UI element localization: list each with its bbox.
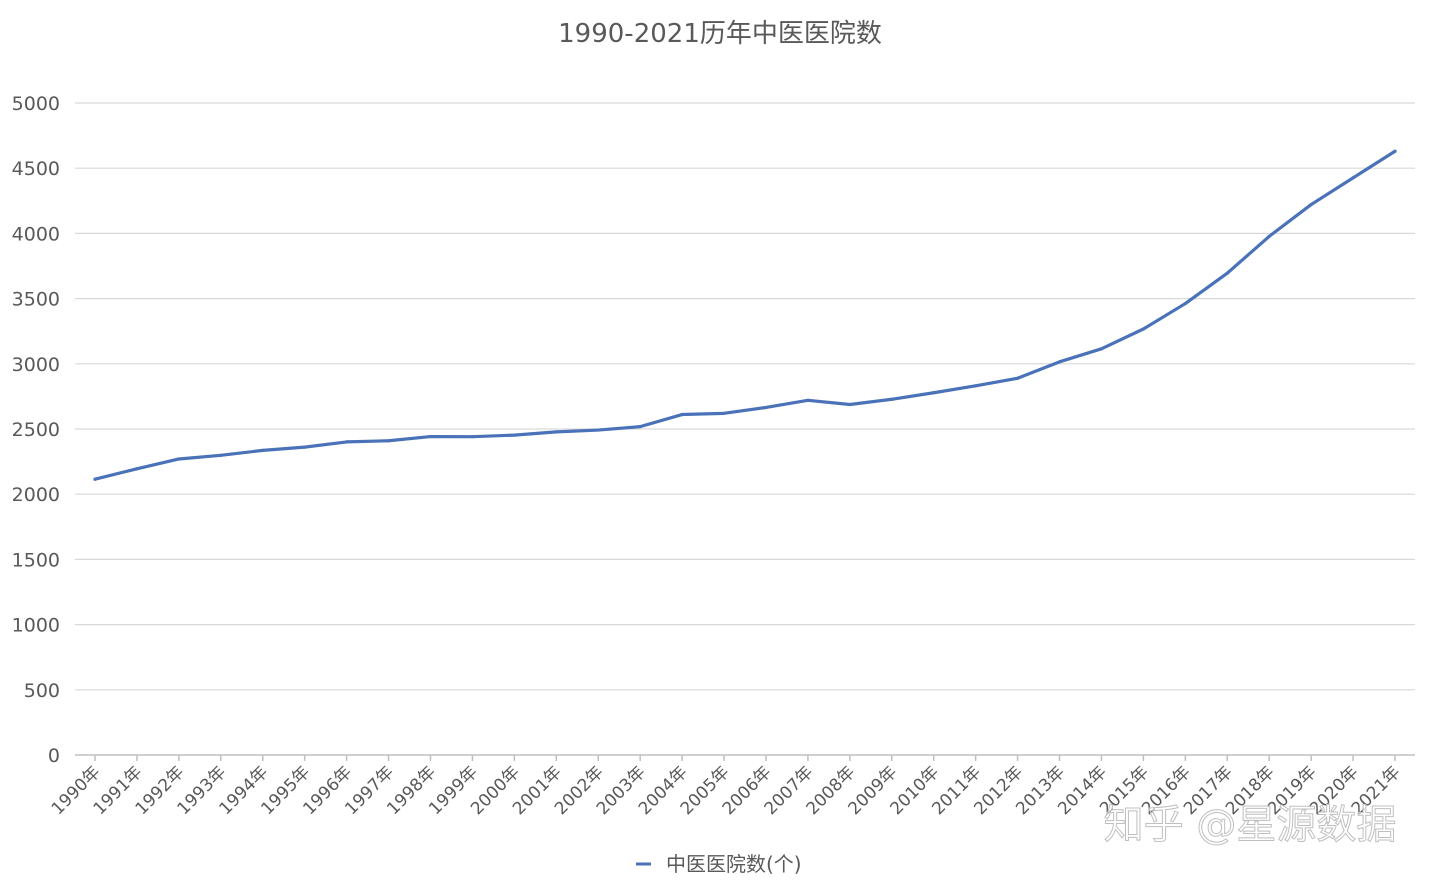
data-point[interactable]	[1099, 347, 1104, 351]
watermark: 知乎 @星源数据	[1104, 802, 1397, 848]
data-point[interactable]	[1393, 149, 1397, 153]
data-point[interactable]	[1351, 176, 1355, 180]
data-point[interactable]	[1309, 202, 1313, 207]
y-tick-label: 5000	[12, 93, 60, 115]
series-line[interactable]	[93, 149, 1397, 481]
data-point[interactable]	[1267, 234, 1271, 238]
data-point[interactable]	[638, 425, 642, 429]
data-point[interactable]	[135, 467, 139, 471]
y-tick-label: 3500	[12, 289, 60, 311]
data-point[interactable]	[219, 453, 223, 457]
data-point[interactable]	[596, 428, 600, 432]
data-point[interactable]	[512, 433, 516, 437]
data-point[interactable]	[177, 457, 181, 461]
y-tick-label: 1000	[12, 615, 60, 637]
data-point[interactable]	[345, 440, 349, 444]
series-group	[93, 149, 1397, 481]
data-point[interactable]	[890, 397, 894, 401]
y-tick-label: 1500	[12, 549, 60, 571]
data-point[interactable]	[428, 434, 433, 439]
y-tick-label: 2500	[12, 419, 60, 441]
data-point[interactable]	[554, 430, 558, 434]
legend-label: 中医医院数(个)	[666, 852, 802, 876]
data-point[interactable]	[848, 402, 852, 407]
data-point[interactable]	[806, 398, 810, 402]
y-tick-label: 0	[48, 745, 60, 767]
data-point[interactable]	[470, 435, 475, 439]
chart-title: 1990-2021历年中医医院数	[558, 19, 882, 49]
data-point[interactable]	[1057, 360, 1062, 364]
y-tick-label: 3000	[12, 354, 60, 376]
data-point[interactable]	[386, 439, 391, 443]
data-point[interactable]	[303, 445, 307, 449]
data-point[interactable]	[1141, 327, 1145, 331]
data-point[interactable]	[974, 384, 978, 388]
data-point[interactable]	[722, 411, 726, 415]
data-point[interactable]	[1183, 301, 1187, 306]
data-point[interactable]	[93, 477, 97, 481]
data-point[interactable]	[932, 391, 936, 395]
data-point[interactable]	[1015, 376, 1020, 380]
y-axis: 0 500 1000 1500 2000 2500 3000 3500 4000 4500 5000	[12, 93, 60, 767]
gridlines	[75, 102, 1415, 691]
legend[interactable]: 中医医院数(个)	[636, 852, 802, 876]
y-tick-label: 500	[24, 680, 60, 702]
y-tick-label: 4000	[12, 223, 60, 245]
y-tick-label: 4500	[12, 158, 60, 180]
data-point[interactable]	[261, 448, 265, 452]
data-point[interactable]	[764, 405, 768, 410]
data-point[interactable]	[680, 412, 684, 417]
data-point[interactable]	[1225, 271, 1229, 275]
y-tick-label: 2000	[12, 484, 60, 506]
